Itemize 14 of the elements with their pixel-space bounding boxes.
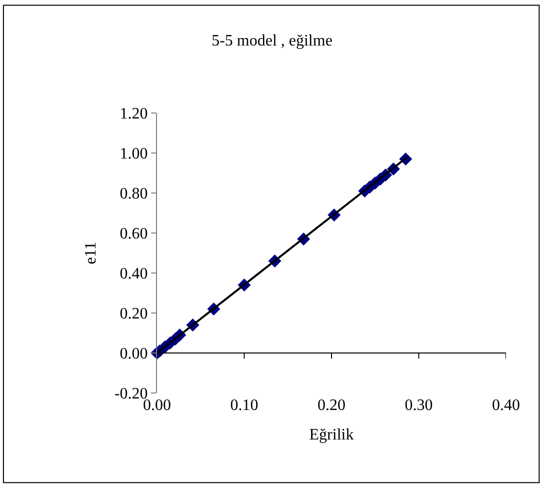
x-tick-label: 0.20	[318, 397, 346, 414]
y-tick-label: 1.00	[120, 146, 148, 163]
x-axis-title: Eğrilik	[309, 426, 354, 444]
y-tick-label: 0.60	[120, 226, 148, 243]
y-tick-label: 0.80	[120, 186, 148, 203]
y-axis-title: e11	[82, 242, 100, 264]
y-tick-label: 0.40	[120, 266, 148, 283]
y-tick-label: 0.20	[120, 306, 148, 323]
x-tick-label: 0.40	[492, 397, 520, 414]
y-tick-label: 0.00	[120, 346, 148, 363]
x-tick-label: 0.10	[230, 397, 258, 414]
chart-title: 5-5 model , eğilme	[212, 32, 332, 50]
x-tick-label: 0.30	[404, 397, 433, 414]
y-tick-label: 1.20	[120, 106, 148, 123]
